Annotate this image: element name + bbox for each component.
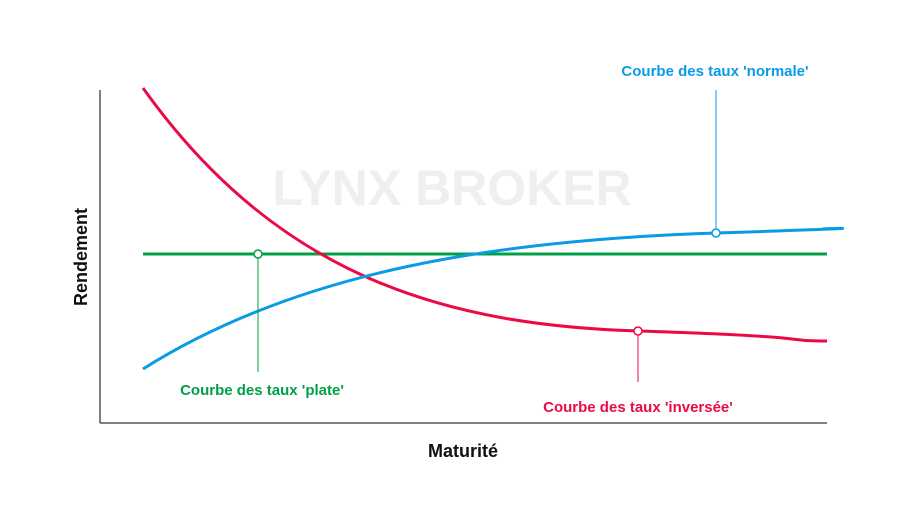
normal-curve (142, 226, 844, 371)
normal-marker (711, 228, 721, 238)
normal-curve-label: Courbe des taux 'normale' (621, 63, 808, 80)
inverted-curve-label: Courbe des taux 'inversée' (543, 399, 733, 416)
flat-curve-label: Courbe des taux 'plate' (180, 382, 344, 399)
inverted-curve (141, 87, 828, 343)
inverted-marker (633, 326, 643, 336)
x-axis-label: Maturité (428, 441, 498, 461)
watermark: LYNX BROKER (272, 160, 631, 216)
flat-marker (253, 249, 263, 259)
y-axis-label: Rendement (71, 208, 91, 306)
